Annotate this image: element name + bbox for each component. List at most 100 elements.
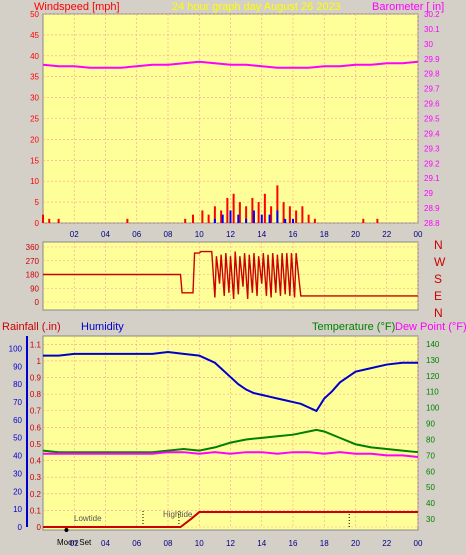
- humidity-tick-label: 20: [13, 487, 22, 496]
- barometer-tick-label: 29.4: [424, 129, 440, 138]
- bottom-time-tick-label: 00: [414, 539, 423, 548]
- barometer-tick-label: 29.7: [424, 85, 440, 94]
- wind-tick-label: 20: [30, 135, 39, 144]
- temperature-tick-label: 80: [426, 435, 435, 444]
- time-tick-label: 14: [257, 230, 266, 239]
- bottom-time-tick-label: 16: [289, 539, 298, 548]
- hightide-label: Hightide: [163, 510, 193, 519]
- wind-tick-label: 5: [35, 198, 40, 207]
- humidity-tick-label: 40: [13, 452, 22, 461]
- temperature-tick-label: 90: [426, 420, 435, 429]
- barometer-tick-label: 30.2: [424, 10, 440, 19]
- temperature-tick-label: 50: [426, 483, 435, 492]
- temperature-tick-label: 120: [426, 372, 440, 381]
- direction-tick-label: 360: [26, 243, 40, 252]
- dewpoint-label: Dew Point (°F): [395, 321, 466, 333]
- bottom-time-tick-label: 04: [101, 539, 110, 548]
- barometer-tick-label: 29.8: [424, 70, 440, 79]
- barometer-tick-label: 28.8: [424, 219, 440, 228]
- temperature-label: Temperature (°F): [312, 321, 395, 333]
- humidity-line: [43, 351, 418, 413]
- rain-tick-label: 0: [37, 523, 42, 532]
- time-tick-label: 02: [70, 230, 79, 239]
- temperature-line: [42, 428, 419, 454]
- humidity-tick-label: 100: [9, 344, 23, 353]
- humidity-tick-label: 90: [13, 362, 22, 371]
- bottom-time-tick-label: 12: [226, 539, 235, 548]
- bottom-time-tick-label: 02: [70, 539, 79, 548]
- barometer-tick-label: 28.9: [424, 204, 440, 213]
- direction-tick-label: 270: [26, 257, 40, 266]
- rain-tick-label: 0.4: [30, 457, 42, 466]
- humidity-tick-label: 60: [13, 416, 22, 425]
- barometer-label: Barometer [ in]: [372, 1, 444, 13]
- lowtide-label: Lowtide: [74, 514, 102, 523]
- humidity-tick-label: 10: [13, 505, 22, 514]
- time-tick-label: 10: [195, 230, 204, 239]
- direction-line: [43, 250, 418, 299]
- wind-tick-label: 25: [30, 115, 39, 124]
- rain-tick-label: 0.8: [30, 390, 42, 399]
- moonset-label: Moon Set: [57, 538, 92, 547]
- humidity-tick-label: 50: [13, 434, 22, 443]
- temperature-tick-label: 110: [426, 388, 439, 397]
- bottom-time-tick-label: 18: [320, 539, 329, 548]
- barometer-tick-label: 29.2: [424, 159, 440, 168]
- wind-tick-label: 50: [30, 10, 39, 19]
- time-tick-label: 18: [320, 230, 329, 239]
- humidity-tick-label: 0: [18, 523, 23, 532]
- time-tick-label: 12: [226, 230, 235, 239]
- time-tick-label: 00: [414, 230, 423, 239]
- barometer-tick-label: 30.1: [424, 25, 440, 34]
- rain-tick-label: 0.2: [30, 490, 42, 499]
- wind-tick-label: 45: [30, 31, 39, 40]
- humidity-tick-label: 80: [13, 380, 22, 389]
- temperature-tick-label: 70: [426, 451, 435, 460]
- rain-tick-label: 0.5: [30, 440, 42, 449]
- wind-tick-label: 35: [30, 73, 39, 82]
- barometer-line: [42, 60, 419, 69]
- barometer-tick-label: 29.5: [424, 115, 440, 124]
- time-tick-label: 20: [351, 230, 360, 239]
- rain-tick-label: 1: [37, 357, 42, 366]
- temperature-tick-label: 30: [426, 515, 435, 524]
- wind-tick-label: 10: [30, 177, 39, 186]
- bottom-time-tick-label: 10: [195, 539, 204, 548]
- temperature-tick-label: 40: [426, 499, 435, 508]
- rain-tick-label: 0.7: [30, 407, 42, 416]
- bottom-time-tick-label: 20: [351, 539, 360, 548]
- rain-tick-label: 1.1: [30, 340, 42, 349]
- rain-tick-label: 0.1: [30, 506, 42, 515]
- temperature-tick-label: 140: [426, 340, 440, 349]
- bottom-time-tick-label: 14: [257, 539, 266, 548]
- direction-tick-label: 180: [26, 271, 40, 280]
- wind-tick-label: 0: [35, 219, 40, 228]
- temperature-tick-label: 130: [426, 356, 440, 365]
- rain-tick-label: 0.6: [30, 423, 42, 432]
- humidity-label: Humidity: [81, 321, 124, 333]
- time-tick-label: 06: [132, 230, 141, 239]
- time-tick-label: 08: [164, 230, 173, 239]
- rain-tick-label: 0.3: [30, 473, 42, 482]
- barometer-tick-label: 29.6: [424, 100, 440, 109]
- humidity-tick-label: 70: [13, 398, 22, 407]
- compass-n-top: N: [434, 238, 443, 252]
- windspeed-label: Windspeed [mph]: [34, 1, 120, 13]
- wind-tick-label: 40: [30, 52, 39, 61]
- barometer-tick-label: 29.3: [424, 144, 440, 153]
- temperature-tick-label: 60: [426, 467, 435, 476]
- barometer-tick-label: 29: [424, 189, 433, 198]
- bottom-time-tick-label: 08: [164, 539, 173, 548]
- wind-tick-label: 15: [30, 156, 39, 165]
- moonset-marker: [64, 528, 69, 532]
- barometer-tick-label: 29.9: [424, 55, 440, 64]
- bottom-time-tick-label: 22: [382, 539, 391, 548]
- chart-title: 24 hour graph day August 26 2023: [172, 1, 341, 13]
- compass-n-bottom: N: [434, 306, 443, 320]
- rain-tick-label: 0.9: [30, 374, 42, 383]
- barometer-tick-label: 29.1: [424, 174, 440, 183]
- rainfall-label: Rainfall (.in): [2, 321, 61, 333]
- compass-e: E: [434, 289, 442, 303]
- wind-tick-label: 30: [30, 94, 39, 103]
